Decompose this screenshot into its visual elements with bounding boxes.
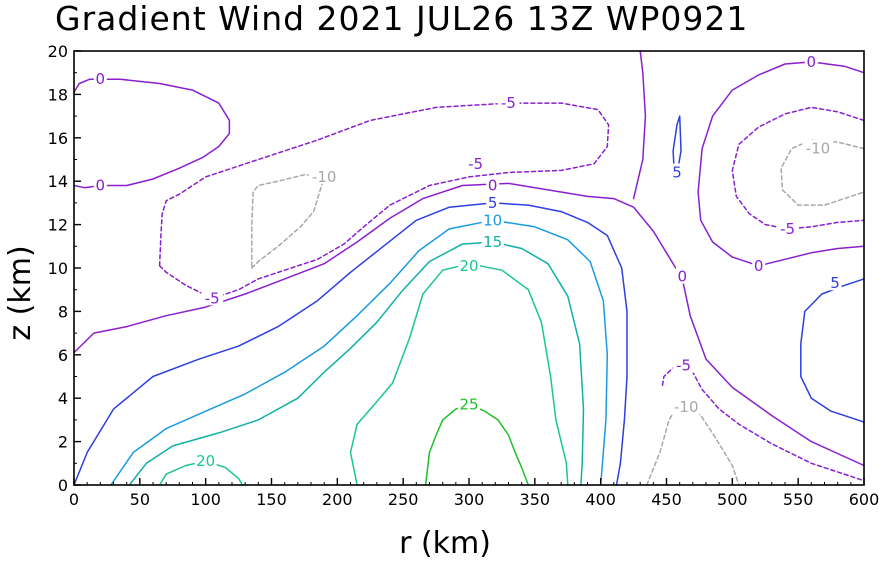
x-tick-label: 200 bbox=[322, 490, 353, 509]
contour-line-15-0 bbox=[128, 241, 585, 486]
y-axis: 0 2 4 6 8 10 12 14 16 18 20 bbox=[48, 42, 81, 495]
x-tick-label: 500 bbox=[717, 490, 748, 509]
contour-label-neg5: -5 bbox=[780, 220, 795, 238]
contour-line-neg10-1 bbox=[780, 139, 865, 206]
x-tick-label: 150 bbox=[256, 490, 287, 509]
contour-line-0-3 bbox=[697, 61, 865, 267]
y-tick-label: 20 bbox=[48, 42, 68, 61]
contour-line-neg10-0 bbox=[251, 173, 325, 269]
contour-label-0: 0 bbox=[488, 177, 498, 195]
contour-line-25-0 bbox=[424, 403, 530, 486]
x-tick-label: 350 bbox=[520, 490, 551, 509]
contour-label-25: 25 bbox=[459, 396, 478, 414]
contour-label-5: 5 bbox=[830, 274, 840, 292]
contour-label-bg bbox=[672, 356, 695, 373]
y-tick-label: 18 bbox=[48, 85, 68, 104]
contour-label-neg5: -5 bbox=[676, 357, 691, 375]
contour-label-neg5: -5 bbox=[468, 155, 483, 173]
x-tick-label: 550 bbox=[783, 490, 814, 509]
x-axis: 0 50 100 150 200 250 300 350 400 450 500 550 600 bbox=[69, 478, 879, 509]
contour-label-bg bbox=[481, 232, 504, 249]
contour-line-0-2 bbox=[632, 50, 647, 200]
x-tick-label: 450 bbox=[651, 490, 682, 509]
contour-label-bg bbox=[93, 70, 107, 87]
contour-label-bg bbox=[776, 219, 799, 236]
contour-label-10: 10 bbox=[483, 211, 502, 229]
contour-line-0-0 bbox=[73, 78, 231, 189]
contour-label-5: 5 bbox=[672, 164, 682, 182]
contour-label-bg bbox=[670, 397, 702, 414]
contour-line-20-1 bbox=[349, 262, 569, 486]
contour-label-0: 0 bbox=[678, 268, 688, 286]
x-tick-label: 250 bbox=[388, 490, 419, 509]
contour-label-bg bbox=[497, 94, 520, 111]
contour-line-neg5-1 bbox=[731, 106, 865, 230]
contour-label-bg bbox=[201, 289, 224, 306]
y-tick-label: 4 bbox=[58, 389, 68, 408]
contour-label-bg bbox=[458, 256, 480, 273]
y-tick-label: 12 bbox=[48, 216, 68, 235]
contour-label-bg bbox=[828, 274, 842, 291]
y-tick-label: 16 bbox=[48, 129, 68, 148]
contour-label-20: 20 bbox=[196, 452, 215, 470]
contour-line-5-0 bbox=[73, 202, 628, 486]
contour-label-0: 0 bbox=[754, 257, 764, 275]
contour-label-neg10: -10 bbox=[674, 398, 699, 416]
contour-label-bg bbox=[458, 395, 480, 412]
contour-line-5-2 bbox=[800, 278, 865, 423]
contour-label-bg bbox=[481, 211, 504, 228]
contour-label-bg bbox=[308, 167, 340, 184]
contour-label-20: 20 bbox=[459, 257, 478, 275]
contour-label-5: 5 bbox=[488, 194, 498, 212]
contour-label-bg bbox=[194, 452, 217, 469]
contour-line-5-1 bbox=[672, 115, 682, 176]
contour-label-bg bbox=[752, 256, 766, 273]
y-tick-label: 14 bbox=[48, 172, 68, 191]
contour-line-neg5-0 bbox=[158, 102, 610, 300]
contour-label-neg5: -5 bbox=[205, 289, 220, 307]
x-tick-label: 400 bbox=[585, 490, 616, 509]
y-tick-label: 0 bbox=[58, 476, 68, 495]
x-tick-label: 50 bbox=[130, 490, 150, 509]
contour-label-neg5: -5 bbox=[501, 94, 516, 112]
contour-label-bg bbox=[93, 176, 107, 193]
y-tick-label: 8 bbox=[58, 302, 68, 321]
contour-label-bg bbox=[802, 139, 834, 156]
contour-label-0: 0 bbox=[96, 70, 106, 88]
contour-line-neg10-2 bbox=[646, 406, 740, 486]
x-tick-label: 300 bbox=[454, 490, 485, 509]
contour-label-bg bbox=[675, 267, 689, 284]
contour-line-neg5-2 bbox=[661, 364, 865, 482]
x-tick-label: 0 bbox=[69, 490, 79, 509]
contour-label-0: 0 bbox=[96, 177, 106, 195]
contour-label-neg10: -10 bbox=[806, 140, 831, 158]
contour-label-0: 0 bbox=[807, 53, 817, 71]
contour-label-neg10: -10 bbox=[312, 168, 337, 186]
x-tick-label: 600 bbox=[849, 490, 879, 509]
chart-title: Gradient Wind 2021 JUL26 13Z WP0921 bbox=[55, 0, 748, 38]
contour-label-bg bbox=[486, 193, 500, 210]
contour-label-bg bbox=[486, 176, 500, 193]
contour-label-bg bbox=[804, 52, 818, 69]
x-tick-label: 100 bbox=[190, 490, 221, 509]
contour-label-bg bbox=[464, 154, 487, 171]
y-tick-label: 10 bbox=[48, 259, 68, 278]
contour-label-bg bbox=[670, 163, 684, 180]
contour-label-15: 15 bbox=[483, 233, 502, 251]
x-axis-title: r (km) bbox=[399, 526, 491, 561]
y-tick-label: 6 bbox=[58, 346, 68, 365]
y-tick-label: 2 bbox=[58, 433, 68, 452]
contour-line-10-0 bbox=[110, 219, 609, 486]
y-axis-title: z (km) bbox=[3, 245, 38, 340]
